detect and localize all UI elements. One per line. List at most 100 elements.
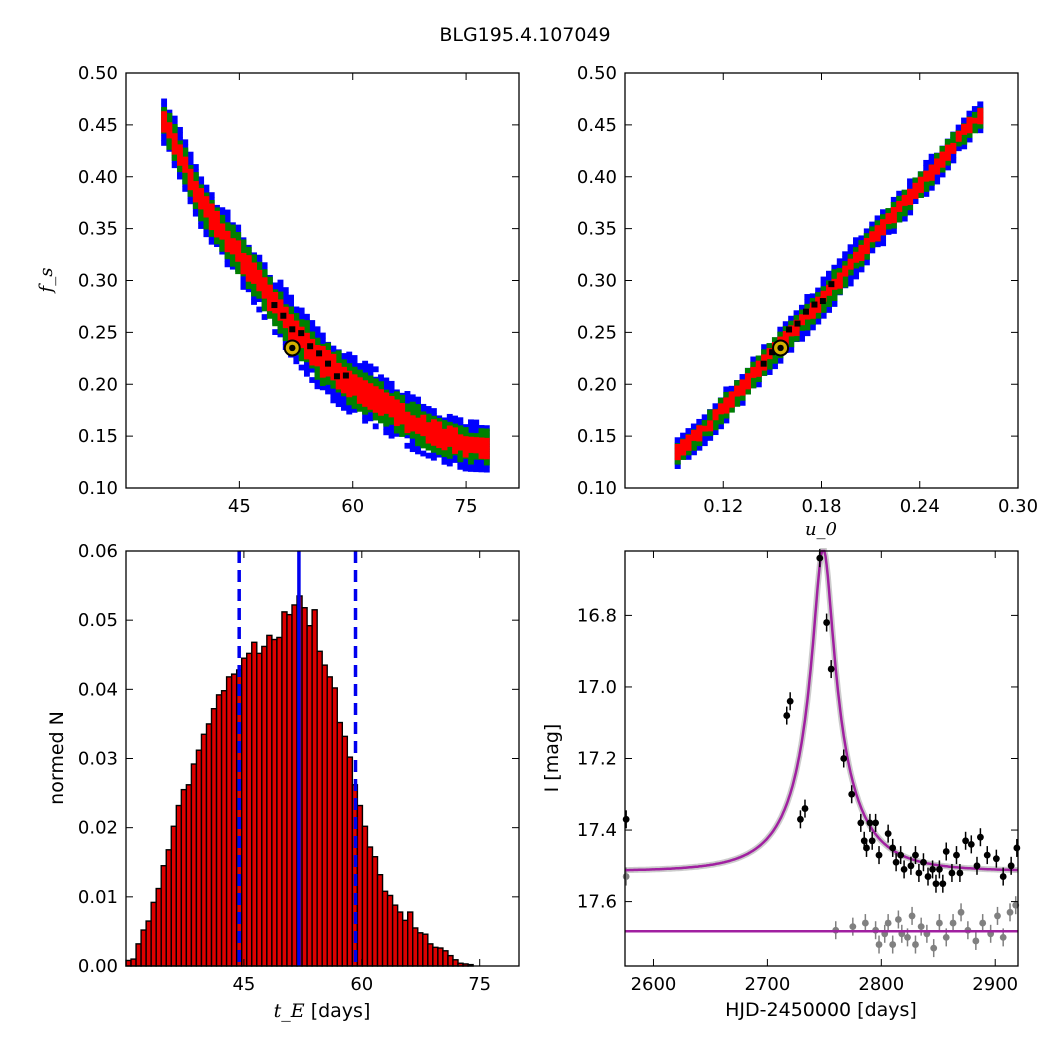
u0-fs-cell-outer — [885, 229, 892, 235]
te-fs-cell-mid — [282, 335, 289, 342]
te-fs-cell-mid — [282, 330, 289, 336]
te-fs-cell-inner — [303, 338, 310, 344]
u0-fs-cell-inner — [928, 169, 935, 176]
u0-fs-cell-outer — [847, 244, 854, 251]
u0-fs-ytick-label: 0.45 — [577, 115, 617, 136]
te-fs-xtick-label: 75 — [455, 496, 478, 517]
data-point — [848, 790, 856, 798]
u0-fs-cell-inner — [674, 454, 681, 461]
baseline-point — [908, 912, 916, 920]
te-fs-cell-mid — [224, 253, 231, 260]
te-fs-cell-mid — [399, 425, 406, 432]
u0-fs-cell-mid — [831, 274, 838, 281]
te-fs-cell-inner — [171, 148, 178, 155]
baseline-point — [949, 919, 957, 927]
figure-title: BLG195.4.107049 — [439, 24, 610, 46]
u0-fs-cell-outer — [944, 164, 951, 171]
te-fs-cell-outer — [303, 365, 310, 372]
te-fs-cell-inner — [177, 149, 183, 156]
u0-fs-cell-inner — [701, 425, 708, 432]
te-fs-cell-inner — [473, 437, 480, 443]
u0-fs-cell-inner — [923, 175, 930, 182]
te-fs-cell-mid — [219, 220, 226, 226]
te-fs-cell-mid — [430, 415, 437, 422]
te-fs-cell-inner — [240, 263, 247, 270]
te-fs-cell-outer — [224, 214, 231, 221]
te-fs-cell-outer — [467, 419, 474, 426]
te-fs-cell-inner — [378, 409, 384, 416]
u0-fs-cell-outer — [853, 268, 860, 275]
te-fs-cell-inner — [208, 208, 215, 215]
te-fs-cell-outer — [425, 452, 432, 459]
te-fs-cell-inner — [351, 374, 358, 381]
te-fs-cell-outer — [372, 423, 379, 430]
te-fs-cell-inner — [293, 330, 300, 337]
te-fs-cell-mid — [314, 368, 321, 375]
te-fs-cell-mid — [303, 356, 310, 363]
data-point — [622, 815, 630, 823]
te-fs-cell-inner — [420, 425, 427, 431]
u0-fs-cell-inner — [966, 117, 973, 123]
te-fs-cell-mid — [229, 234, 236, 241]
panel-histogram: 45 60 75 0.00 0.01 0.02 0.03 0.04 0.05 0.06 t_E [… — [46, 541, 520, 1022]
te-fs-cell-mid — [446, 421, 453, 428]
u0-fs-cell-inner — [750, 372, 757, 378]
te-fs-cell-inner — [346, 386, 353, 393]
u0-fs-cell-mid — [761, 349, 768, 356]
te-fs-cell-inner — [462, 446, 469, 453]
te-fs-cell-outer — [161, 140, 168, 146]
histogram-bar — [246, 652, 253, 967]
histogram-bar — [130, 958, 137, 967]
u0-fs-cell-outer — [826, 270, 833, 277]
u0-fs-cell-inner — [782, 336, 789, 342]
u0-fs-cell-mid — [858, 240, 865, 246]
te-fs-cell-outer — [362, 365, 369, 372]
u0-fs-cell-mid — [815, 292, 822, 298]
baseline-point — [936, 919, 943, 927]
u0-fs-cell-inner — [788, 330, 795, 337]
te-fs-cell-inner — [319, 356, 326, 363]
te-fs-cell-inner — [351, 384, 358, 391]
te-fs-cell-mid — [446, 452, 453, 459]
te-fs-cell-mid — [478, 433, 485, 440]
te-fs-cell-inner — [404, 411, 411, 418]
u0-fs-xtick-label: 0.12 — [703, 496, 743, 517]
te-fs-cell-inner — [251, 278, 257, 284]
te-fs-cell-inner — [224, 246, 231, 253]
te-fs-cell-inner — [462, 436, 469, 442]
histogram-bar — [205, 723, 213, 967]
te-fs-cell-inner — [192, 191, 199, 198]
u0-fs-cell-inner — [907, 199, 914, 206]
u0-fs-cell-outer — [809, 324, 816, 331]
histogram-bar — [230, 673, 238, 967]
te-fs-cell-inner — [430, 419, 437, 426]
te-fs-cell-mid — [171, 123, 178, 130]
histogram-bar — [165, 849, 172, 967]
te-fs-cell-inner — [219, 233, 226, 240]
te-fs-cell-outer — [362, 360, 369, 367]
te-fs-cell-inner — [441, 444, 448, 451]
te-fs-cell-inner — [272, 297, 279, 303]
u0-fs-cell-outer — [798, 330, 805, 337]
te-fs-cell-inner — [452, 437, 459, 444]
te-fs-cell-outer — [388, 380, 395, 387]
te-fs-cell-inner — [198, 188, 205, 194]
te-fs-cell-inner — [473, 447, 480, 454]
te-fs-cell-outer — [282, 297, 289, 304]
te-fs-cell-outer — [478, 461, 485, 468]
u0-fs-cell-mid — [820, 307, 827, 313]
te-fs-cell-mid — [335, 350, 342, 357]
data-point — [912, 851, 919, 859]
baseline-point — [930, 944, 938, 952]
te-fs-cell-outer — [272, 282, 279, 289]
te-fs-cell-inner — [425, 432, 432, 439]
baseline-point — [999, 933, 1007, 941]
histogram-bar — [341, 735, 349, 967]
te-fs-cell-outer — [171, 120, 178, 127]
te-fs-cell-inner — [356, 377, 363, 384]
u0-fs-cell-mid — [847, 269, 854, 276]
te-fs-cell-mid — [298, 350, 305, 357]
te-fs-cell-mid — [383, 415, 390, 422]
u0-fs-cell-outer — [690, 423, 697, 430]
te-fs-cell-inner — [341, 387, 347, 394]
